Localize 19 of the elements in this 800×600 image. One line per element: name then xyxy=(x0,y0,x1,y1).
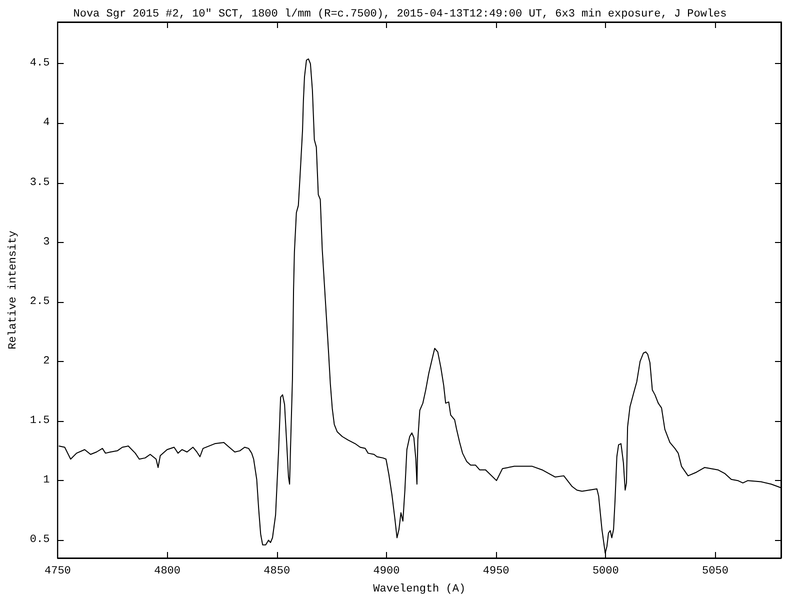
x-tick-label: 5050 xyxy=(702,566,728,578)
y-axis-title: Relative intensity xyxy=(8,230,20,350)
y-tick-label: 2.5 xyxy=(30,296,50,308)
chart-title: Nova Sgr 2015 #2, 10" SCT, 1800 l/mm (R=c.7500), 2015-04-13T12:49:00 UT, 6x3 min exposure, J Powles xyxy=(73,8,727,20)
y-tick-label: 0.5 xyxy=(30,534,50,546)
y-tick-label: 4.5 xyxy=(30,58,50,70)
x-tick-label: 4900 xyxy=(373,566,400,578)
x-tick-label: 4750 xyxy=(44,566,71,578)
x-axis-title: Wavelength (A) xyxy=(373,584,466,596)
y-tick-label: 1 xyxy=(43,474,50,487)
x-tick-label: 4850 xyxy=(264,566,290,578)
x-tick-label: 5000 xyxy=(592,566,619,578)
x-tick-label: 4950 xyxy=(482,566,510,578)
y-tick-label: 3.5 xyxy=(30,176,50,189)
y-tick-label: 1.5 xyxy=(30,415,50,428)
y-tick-label: 4 xyxy=(43,117,50,130)
x-tick-label: 4800 xyxy=(154,566,180,578)
y-tick-label: 3 xyxy=(43,236,50,248)
y-tick-label: 2 xyxy=(43,355,50,368)
